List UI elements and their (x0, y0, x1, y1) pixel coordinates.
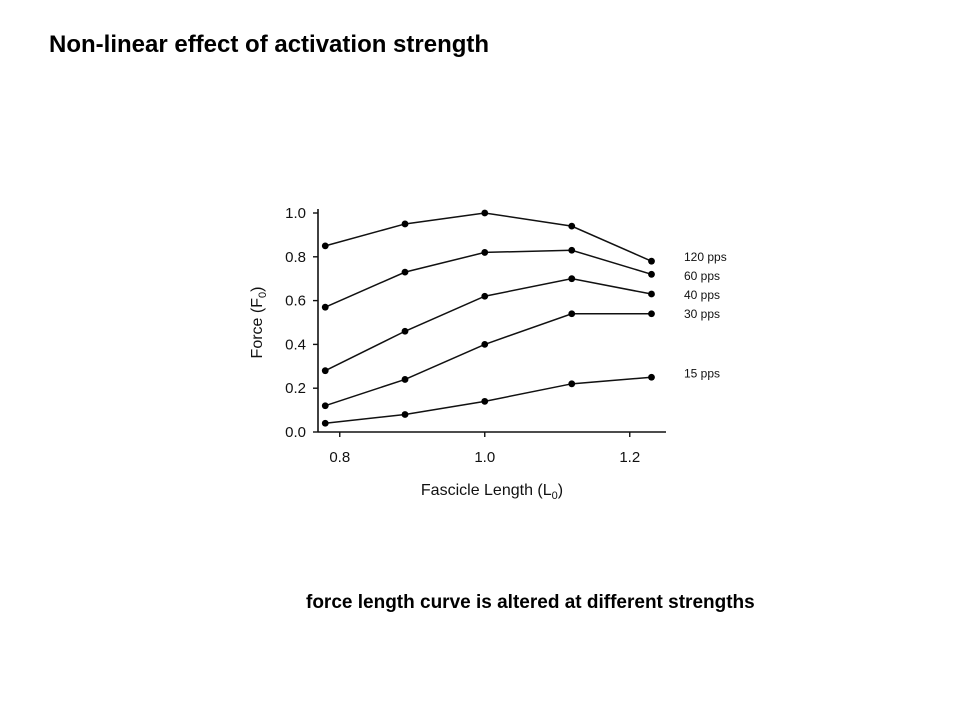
data-point (481, 341, 489, 348)
y-axis-title: Force (F0) (249, 287, 269, 359)
y-ticks: 0.0 0.2 0.4 0.6 0.8 1.0 (285, 205, 318, 441)
data-point (321, 242, 329, 250)
x-tick-label: 1.0 (474, 449, 495, 466)
slide-title: Non-linear effect of activation strength (49, 31, 490, 58)
series-label: 30 pps (684, 307, 720, 321)
data-point (481, 397, 489, 405)
slide-caption: force length curve is altered at differe… (306, 592, 755, 613)
data-point (568, 310, 576, 318)
data-point (568, 222, 576, 230)
series-label: 15 pps (684, 366, 720, 380)
y-tick-label: 1.0 (285, 205, 306, 222)
data-point (401, 268, 409, 276)
data-point (401, 411, 409, 418)
y-tick-label: 0.2 (285, 380, 306, 397)
data-point (401, 327, 409, 335)
y-tick-label: 0.4 (285, 336, 306, 353)
y-tick-label: 0.8 (285, 249, 306, 266)
data-point (648, 373, 655, 381)
x-tick-label: 1.2 (619, 449, 640, 466)
data-point (321, 402, 329, 410)
data-point (648, 257, 655, 265)
y-tick-label: 0.0 (285, 424, 306, 441)
data-point (321, 303, 329, 311)
data-point (648, 290, 655, 298)
data-point (401, 376, 409, 383)
data-point (568, 380, 576, 388)
data-point (648, 310, 655, 318)
data-point (401, 220, 409, 228)
x-axis-title: Fascicle Length (L0) (421, 482, 563, 502)
series-line (325, 312, 652, 407)
data-point (481, 292, 489, 300)
data-point (321, 419, 329, 427)
data-point (321, 367, 329, 375)
data-point (481, 209, 489, 217)
data-point (568, 275, 576, 283)
data-point (568, 246, 576, 254)
series-label: 60 pps (684, 269, 720, 283)
data-point (481, 249, 489, 256)
series-labels: 120 pps 60 pps 40 pps 30 pps 15 pps (684, 250, 727, 380)
series-label: 120 pps (684, 250, 727, 264)
x-tick-label: 0.8 (329, 449, 350, 466)
y-tick-label: 0.6 (285, 293, 306, 310)
series-line (325, 212, 652, 262)
x-ticks: 0.8 1.0 1.2 (329, 432, 640, 466)
series-line (325, 376, 652, 424)
series-line (324, 249, 652, 308)
series-group (321, 209, 655, 427)
series-line (324, 277, 652, 372)
series-label: 40 pps (684, 288, 720, 302)
data-point (648, 270, 655, 278)
